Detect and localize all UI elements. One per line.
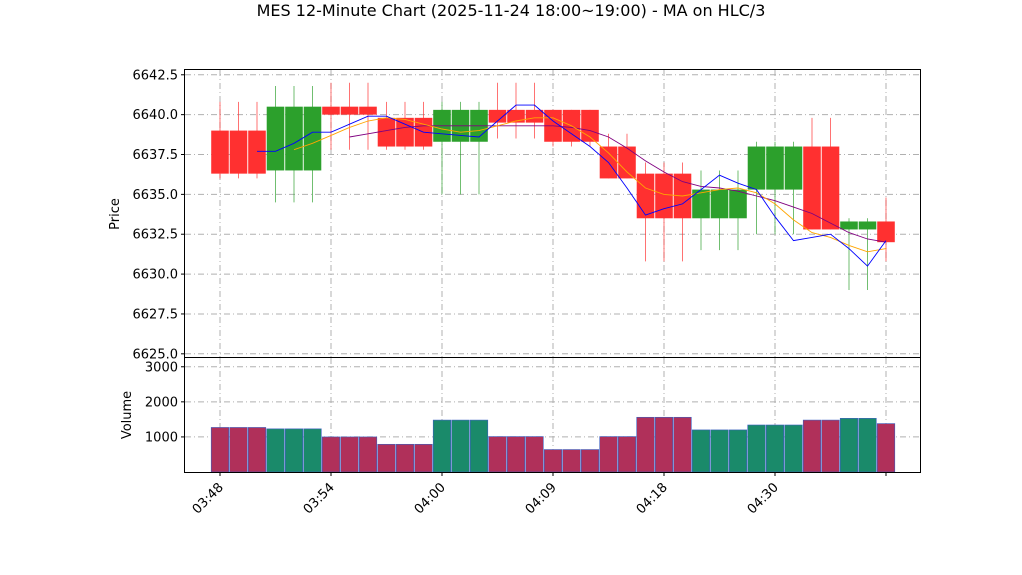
volume-bar xyxy=(210,427,230,473)
volume-bar xyxy=(784,424,803,473)
candle-body xyxy=(840,221,858,230)
volume-bar xyxy=(432,419,452,473)
price-tick-label: 6635.0 xyxy=(133,188,179,203)
volume-bar xyxy=(303,428,322,473)
volume-bar xyxy=(728,429,748,473)
price-y-ticks: 6625.0 6627.5 6630.0 6632.5 6635.0 6637.5 6640… xyxy=(133,68,185,362)
volume-bar xyxy=(358,436,378,473)
volume-bar xyxy=(691,429,711,473)
volume-bar xyxy=(876,423,896,473)
candle-body xyxy=(266,106,285,171)
volume-bar xyxy=(821,419,840,473)
volume-bar xyxy=(247,427,267,473)
candle-body xyxy=(618,146,636,179)
volume-bar xyxy=(562,449,581,473)
volume-bar xyxy=(395,443,415,473)
x-tick-label: 04:00 xyxy=(412,480,449,517)
volume-bar xyxy=(839,418,859,473)
price-candles xyxy=(211,82,895,291)
candle-body xyxy=(507,109,525,123)
candle-body xyxy=(766,146,784,190)
volume-y-ticks: 1000 2000 3000 xyxy=(145,360,185,445)
candle-body xyxy=(377,117,396,147)
volume-bar xyxy=(802,419,822,473)
price-tick-label: 6630.0 xyxy=(133,268,179,283)
volume-bar xyxy=(451,419,470,473)
x-tick-label: 04:09 xyxy=(523,480,560,517)
volume-bar xyxy=(543,449,563,473)
x-tick-label: 03:54 xyxy=(301,480,338,517)
volume-bars xyxy=(210,416,896,473)
candle-body xyxy=(636,173,655,219)
candle-body xyxy=(655,173,673,219)
price-tick-label: 6637.5 xyxy=(133,148,179,163)
chart-title: MES 12-Minute Chart (2025-11-24 18:00~19… xyxy=(257,1,766,20)
volume-tick-label: 3000 xyxy=(145,360,178,375)
volume-bar xyxy=(747,424,766,473)
volume-bar xyxy=(599,436,618,473)
candle-body xyxy=(784,146,803,190)
price-tick-label: 6640.0 xyxy=(133,108,179,123)
candle-body xyxy=(877,221,895,243)
time-x-ticks: 03:48 03:54 04:00 04:09 04:18 04:30 xyxy=(190,472,887,517)
candle-body xyxy=(229,130,248,174)
volume-bar xyxy=(654,416,674,473)
volume-bar xyxy=(580,449,600,473)
volume-bar xyxy=(229,427,248,473)
volume-bar xyxy=(321,436,341,473)
volume-bar xyxy=(710,429,729,473)
candle-body xyxy=(359,106,377,115)
price-tick-label: 6627.5 xyxy=(133,307,179,322)
volume-bar xyxy=(765,424,785,473)
price-axis-label: Price xyxy=(108,198,123,230)
volume-tick-label: 2000 xyxy=(145,395,178,410)
candle-body xyxy=(729,189,747,219)
x-tick-label: 03:48 xyxy=(190,480,227,517)
ma-fast-line xyxy=(257,104,887,267)
volume-bar xyxy=(506,436,526,473)
candle-body xyxy=(821,146,840,230)
price-tick-label: 6642.5 xyxy=(133,68,179,83)
candle-body xyxy=(488,109,507,123)
candle-body xyxy=(525,109,544,123)
candle-body xyxy=(581,109,599,142)
candle-body xyxy=(285,106,303,171)
candle-body xyxy=(248,130,266,174)
candle-body xyxy=(303,106,322,171)
candle-body xyxy=(747,146,766,190)
volume-bar xyxy=(284,428,304,473)
ma-slow-line xyxy=(349,125,887,243)
volume-bar xyxy=(414,443,433,473)
candle-body xyxy=(211,130,229,174)
candle-body xyxy=(710,189,729,219)
volume-axis-label: Volume xyxy=(120,391,135,439)
candle-body xyxy=(803,146,821,230)
volume-bar xyxy=(488,436,507,473)
x-tick-label: 04:18 xyxy=(634,480,671,517)
candle-body xyxy=(340,106,359,115)
volume-bar xyxy=(377,443,396,473)
candle-body xyxy=(692,189,710,219)
price-tick-label: 6625.0 xyxy=(133,347,179,362)
volume-bar xyxy=(525,436,544,473)
volume-bar xyxy=(858,418,877,473)
volume-bar xyxy=(266,428,285,473)
price-tick-label: 6632.5 xyxy=(133,228,179,243)
volume-tick-label: 1000 xyxy=(145,430,178,445)
candle-body xyxy=(322,106,340,115)
volume-bar xyxy=(617,436,637,473)
volume-bar xyxy=(469,419,489,473)
x-tick-label: 04:30 xyxy=(745,480,782,517)
candle-body xyxy=(858,221,877,230)
candle-body xyxy=(396,117,414,147)
volume-bar xyxy=(636,416,655,473)
volume-bar xyxy=(673,416,692,473)
volume-bar xyxy=(340,436,359,473)
ma-mid-line xyxy=(293,117,887,253)
moving-average-lines xyxy=(257,104,887,267)
